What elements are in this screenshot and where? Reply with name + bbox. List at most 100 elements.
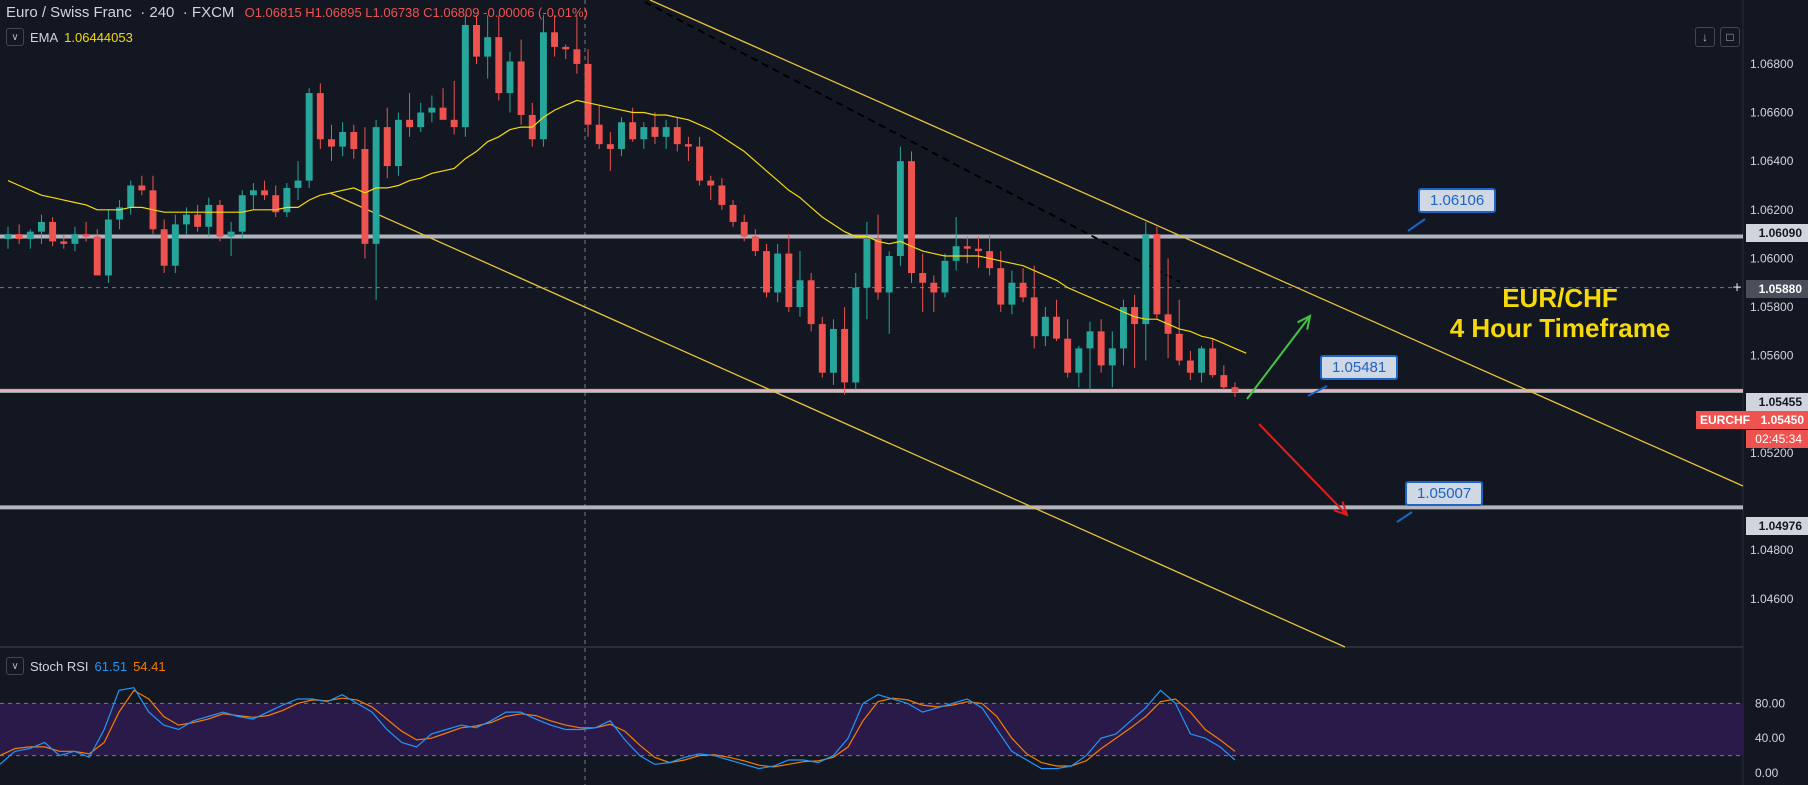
candle (1186, 360, 1194, 373)
candle (49, 221, 57, 242)
candle (183, 214, 190, 225)
candle (160, 229, 168, 266)
candle (986, 251, 994, 269)
callout-pivot[interactable]: 1.05481 (1320, 355, 1399, 380)
bullish-arrow (1246, 315, 1311, 400)
level-tag-2[interactable]: 1.05880 (1746, 280, 1808, 298)
stoch-band (0, 703, 1743, 756)
candle (684, 144, 692, 147)
candle (1041, 316, 1049, 337)
title-line-1: EUR/CHF (1502, 283, 1618, 313)
candle (439, 107, 447, 120)
candle (127, 185, 135, 208)
stoch-tick-label: 80.00 (1755, 696, 1785, 710)
candle (93, 236, 101, 276)
candle (885, 255, 893, 293)
price-tick-label: 1.04600 (1750, 592, 1794, 606)
candle (997, 268, 1005, 305)
candle (562, 46, 570, 50)
candle (450, 119, 458, 128)
candle (194, 214, 202, 227)
candle (1119, 307, 1127, 349)
candle (595, 124, 603, 145)
price-tick-label: 1.06800 (1750, 57, 1794, 71)
candle (785, 253, 793, 308)
stoch-rsi-label[interactable]: Stoch RSI (30, 658, 89, 674)
candle (1064, 338, 1072, 373)
candle (841, 328, 849, 383)
callout-support[interactable]: 1.05007 (1405, 481, 1484, 506)
candle (629, 122, 637, 140)
scroll-down-icon[interactable]: ↓ (1695, 27, 1715, 47)
candle (651, 127, 659, 137)
candle (227, 231, 235, 237)
candle (807, 280, 815, 325)
candle (1153, 234, 1161, 315)
candle (740, 221, 748, 237)
candle (919, 273, 927, 283)
candle (662, 127, 670, 137)
stoch-d-value: 54.41 (133, 658, 166, 674)
ema-line (7, 99, 1247, 354)
symbol-name[interactable]: Euro / Swiss Franc (6, 4, 132, 21)
stoch-k-line (0, 687, 1236, 770)
bearish-arrow (1258, 423, 1348, 516)
candle (171, 224, 179, 266)
callout-resistance[interactable]: 1.06106 (1418, 188, 1497, 213)
callout-pointer (1307, 385, 1328, 397)
fullscreen-icon[interactable]: □ (1720, 27, 1740, 47)
candle (104, 219, 112, 276)
candle (138, 185, 146, 191)
candle (963, 246, 971, 249)
candle (1097, 331, 1105, 366)
stoch-d-line (0, 689, 1236, 768)
candle (1175, 333, 1183, 361)
candle (406, 119, 414, 128)
level-tag-4[interactable]: 1.04976 (1746, 517, 1808, 535)
candle (26, 231, 34, 239)
channel-upper-line (649, 0, 1744, 487)
candle (852, 287, 860, 383)
candle (4, 234, 12, 239)
chevron-down-icon[interactable]: ∨ (6, 28, 24, 46)
candle (495, 37, 503, 94)
candle (829, 328, 837, 373)
candle (38, 221, 45, 232)
candle (974, 248, 982, 252)
candle (1220, 375, 1228, 388)
candle (1053, 316, 1060, 339)
candle (361, 149, 369, 244)
level-tag-1[interactable]: 1.06090 (1746, 224, 1808, 242)
candle (1209, 348, 1217, 376)
candle (249, 190, 257, 196)
current-symbol: EURCHF (1700, 413, 1750, 427)
candle (606, 144, 614, 150)
candle (394, 119, 402, 167)
chevron-down-icon[interactable]: ∨ (6, 657, 24, 675)
candle (774, 253, 782, 293)
candle (506, 61, 514, 94)
candle (305, 93, 313, 181)
candle (640, 127, 648, 140)
ema-label[interactable]: EMA (30, 29, 59, 45)
interval-label[interactable]: 240 (149, 4, 175, 21)
level-tag-3[interactable]: 1.05455 (1746, 393, 1808, 411)
candle (283, 187, 291, 213)
price-tick-label: 1.06200 (1750, 203, 1794, 217)
ohlc-values: O1.06815 H1.06895 L1.06738 C1.06809 -0.0… (244, 5, 588, 20)
candle (1108, 348, 1116, 366)
candle (718, 185, 726, 205)
ema-value: 1.06444053 (64, 29, 133, 45)
candle (863, 238, 871, 288)
candle (673, 127, 681, 145)
candle (350, 131, 358, 150)
candle (216, 204, 224, 237)
candle (1086, 331, 1094, 349)
candle (71, 234, 79, 244)
candle (796, 280, 804, 308)
bullish-arrow-head (1297, 314, 1312, 330)
candle (461, 25, 469, 128)
stoch-rsi-legend: ∨ Stoch RSI 61.51 54.41 (6, 657, 166, 675)
candle (82, 234, 90, 237)
